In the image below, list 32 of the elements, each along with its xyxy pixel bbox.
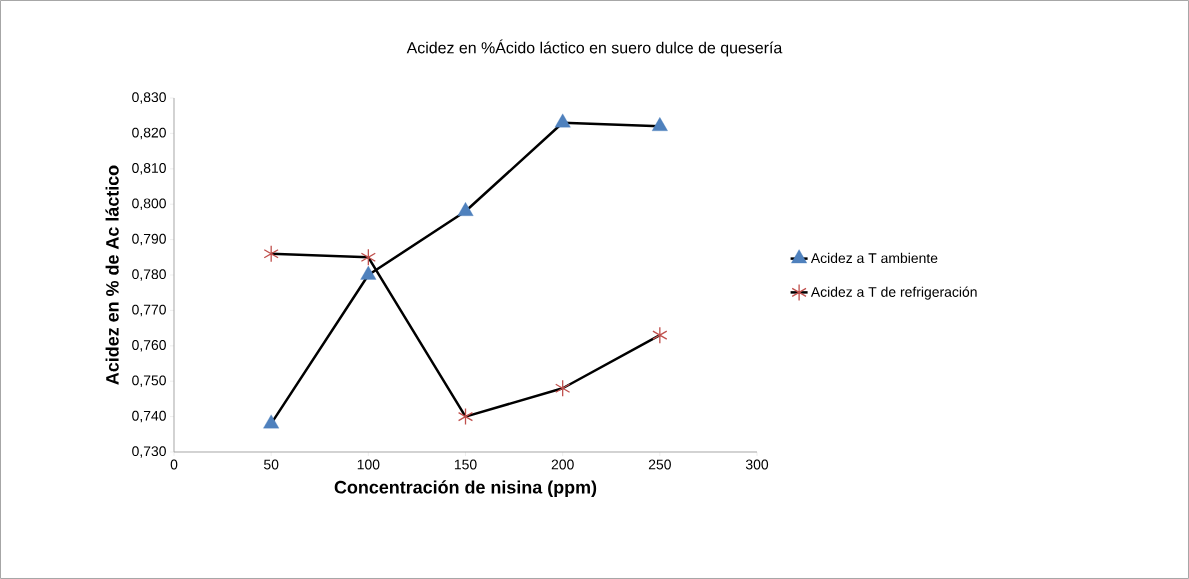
x-tick-label: 250 bbox=[648, 459, 671, 470]
x-tick-label: 300 bbox=[745, 459, 769, 470]
x-tick-label: 200 bbox=[551, 459, 574, 470]
x-tick-label: 50 bbox=[263, 459, 279, 470]
y-tick-label: 0,800 bbox=[132, 198, 166, 210]
chart-title: Acidez en %Ácido láctico en suero dulce de quesería bbox=[406, 39, 783, 57]
legend-label: Acidez a T ambiente bbox=[810, 252, 938, 264]
y-tick-label: 0,770 bbox=[132, 304, 166, 317]
y-tick-label: 0,790 bbox=[132, 233, 166, 246]
y-tick-label: 0,750 bbox=[132, 375, 166, 387]
point bbox=[652, 326, 668, 344]
x-tick-label: 150 bbox=[454, 459, 477, 470]
y-tick-label: 0,740 bbox=[132, 410, 166, 423]
x-axis-title: Concentración de nisina (ppm) bbox=[334, 480, 597, 498]
point bbox=[555, 379, 571, 397]
y-tick-label: 0,730 bbox=[132, 446, 166, 458]
y-tick-label: 0,760 bbox=[132, 340, 166, 352]
point bbox=[360, 248, 376, 266]
x-tick-label: 100 bbox=[357, 459, 380, 470]
y-tick-label: 0,830 bbox=[132, 92, 166, 104]
point bbox=[554, 113, 571, 128]
y-tick-label: 0,780 bbox=[132, 269, 166, 281]
point bbox=[360, 265, 377, 280]
point bbox=[263, 245, 279, 263]
y-tick-label: 0,810 bbox=[132, 163, 166, 175]
y-tick-label: 0,820 bbox=[132, 127, 166, 140]
y-axis-title: Acidez en % de Ac láctico bbox=[105, 165, 119, 385]
point bbox=[457, 202, 474, 216]
point bbox=[651, 117, 668, 131]
x-tick-label: 0 bbox=[170, 459, 178, 470]
legend-label: Acidez a T de refrigeración bbox=[810, 286, 977, 300]
point bbox=[457, 407, 474, 426]
